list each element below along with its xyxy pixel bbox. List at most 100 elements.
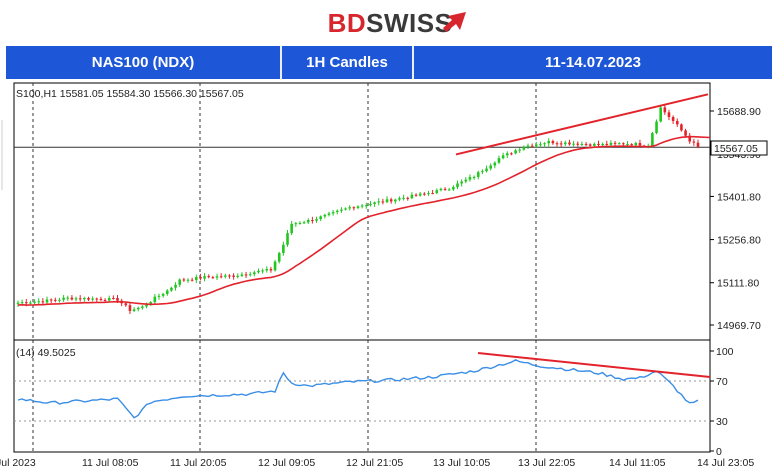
candle-body (481, 171, 484, 173)
candle-body (696, 142, 700, 147)
candle-body (526, 145, 530, 148)
candle-body (692, 141, 696, 143)
x-axis: Jul 2023 11 Jul 08:05 11 Jul 20:05 12 Jul 0… (0, 457, 754, 469)
candle-body (282, 244, 285, 254)
candle-body (277, 253, 281, 262)
candle-body (83, 298, 86, 300)
candle-body (20, 302, 24, 304)
candle-body (107, 298, 111, 301)
candle-body (74, 298, 78, 300)
candle-body (319, 216, 322, 220)
candle-body (634, 143, 638, 146)
candle-body (244, 274, 248, 276)
candle-body (456, 183, 459, 188)
candle-body (356, 206, 360, 209)
candle-body (489, 165, 492, 169)
price-info-text: S100,H1 15581.05 15584.30 15566.30 15567… (16, 88, 244, 100)
candle-body (91, 298, 94, 300)
rsi-y-tick-label: 70 (716, 376, 728, 388)
candle-body (630, 144, 633, 146)
candle-body (248, 274, 252, 276)
rsi-line (17, 359, 699, 419)
candle-body (518, 149, 522, 151)
candle-body (207, 276, 211, 278)
candle-body (601, 143, 604, 146)
header-divider (280, 46, 282, 79)
candle-body (165, 290, 169, 294)
candle-body (564, 142, 567, 145)
candle-body (534, 144, 538, 147)
candle-body (311, 220, 314, 222)
candle-body (505, 153, 509, 156)
candle-body (228, 275, 231, 277)
candle-body (514, 150, 517, 154)
candle-body (95, 298, 99, 300)
candle-body (157, 295, 161, 297)
candle-body (406, 197, 410, 199)
chart-header-bar: NAS100 (NDX) 1H Candles 11-14.07.2023 (6, 46, 772, 79)
candle-body (323, 214, 327, 217)
candle-body (510, 153, 513, 155)
candle-body (402, 197, 405, 199)
candle-body (37, 301, 41, 303)
candle-body (103, 299, 107, 301)
candle-body (340, 209, 343, 211)
candle-body (194, 277, 198, 281)
candle-body (360, 205, 364, 207)
candle-body (568, 142, 571, 145)
candle-body (543, 143, 546, 145)
candle-body (294, 223, 298, 225)
candle-body (257, 270, 260, 273)
candle-body (398, 198, 401, 200)
candle-body (522, 147, 526, 150)
current-price-tag-text: 15567.05 (714, 143, 758, 155)
candle-body (232, 275, 235, 277)
candle-body (394, 199, 397, 202)
current-price-tag-box (710, 140, 768, 156)
candle-body (588, 144, 592, 146)
candle-body (497, 158, 501, 163)
candle-body (485, 168, 488, 172)
header-timeframe: 1H Candles (306, 54, 388, 71)
candle-body (539, 144, 542, 146)
candle-body (667, 112, 671, 117)
candle-body (414, 194, 418, 196)
candle-body (132, 309, 136, 311)
candle-body (99, 298, 103, 300)
candle-body (427, 193, 430, 195)
candle-body (33, 301, 36, 303)
candle-body (369, 203, 372, 206)
candle-body (116, 298, 119, 301)
candle-body (199, 277, 202, 279)
price-y-tick-label: 14969.70 (717, 320, 761, 332)
candles (16, 105, 700, 314)
price-y-axis: 15688.9015543.9015401.8015256.8015111.80… (710, 106, 761, 332)
candle-body (265, 269, 269, 271)
brand-logo: BDSWISS (0, 6, 780, 40)
candle-body (128, 305, 132, 311)
chart-frames (1, 82, 711, 453)
candle-body (576, 143, 580, 145)
price-y-tick-label: 15256.80 (717, 235, 761, 247)
moving-average-line (17, 135, 711, 306)
candle-body (684, 130, 687, 136)
rsi-y-tick-label: 30 (716, 416, 728, 428)
x-tick-label: 14 Jul 23:05 (697, 457, 754, 469)
candle-body (70, 297, 74, 300)
candle-body (364, 205, 368, 207)
candle-body (584, 143, 588, 145)
candle-body (16, 302, 20, 304)
rsi-series-line (17, 359, 699, 419)
candle-body (54, 299, 57, 301)
price-trendline (455, 93, 709, 156)
candle-body (671, 116, 675, 121)
candle-body (373, 202, 376, 204)
candle-body (377, 201, 381, 203)
candle-body (626, 144, 629, 146)
candle-body (597, 143, 600, 146)
candle-body (493, 162, 497, 166)
candle-body (24, 302, 28, 304)
price-y-tick-label: 15401.80 (717, 191, 761, 203)
candle-body (638, 143, 642, 146)
